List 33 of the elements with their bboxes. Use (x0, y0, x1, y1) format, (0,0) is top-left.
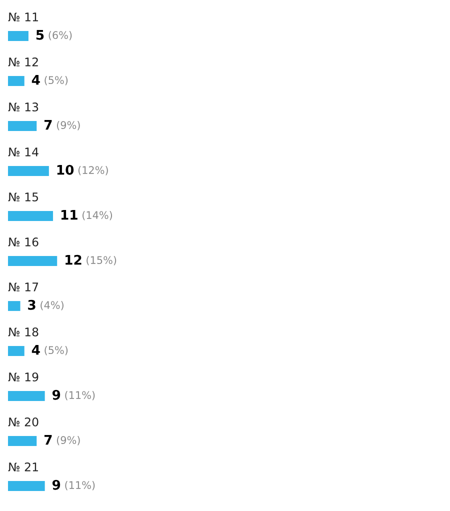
bar (8, 256, 58, 266)
y-tick-label: № 16 (8, 237, 38, 246)
y-tick-label: № 18 (8, 327, 38, 336)
bar (8, 31, 28, 41)
data-label: 12 (15%) (66, 254, 116, 266)
y-tick-label: № 21 (8, 462, 38, 472)
bar (8, 436, 37, 446)
bar (8, 301, 20, 311)
y-tick-label: № 14 (8, 148, 38, 156)
y-tick-label: № 17 (8, 282, 38, 292)
data-label: 11 (14%) (61, 210, 112, 220)
y-tick-label: № 12 (8, 57, 38, 66)
bar (8, 391, 45, 401)
y-tick-label: № 13 (8, 102, 38, 112)
data-label: 5 (6%) (36, 30, 72, 40)
data-label: 10 (12%) (57, 164, 108, 176)
bar (8, 166, 49, 176)
y-tick-label: № 15 (8, 192, 38, 202)
data-label: 9 (11%) (52, 390, 95, 400)
y-tick-label: № 20 (8, 417, 38, 426)
bar (8, 481, 45, 491)
data-label: 4 (5%) (32, 345, 68, 356)
data-label: 7 (9%) (44, 435, 80, 446)
bar (8, 346, 24, 356)
bar (8, 211, 54, 221)
data-label: 7 (9%) (44, 120, 80, 130)
data-label: 4 (5%) (32, 75, 68, 86)
y-tick-label: № 19 (8, 372, 38, 382)
data-label: 9 (11%) (52, 480, 95, 490)
bar (8, 76, 24, 86)
bar (8, 121, 37, 131)
data-label: 3 (4%) (28, 300, 64, 310)
y-tick-label: № 11 (8, 12, 38, 22)
